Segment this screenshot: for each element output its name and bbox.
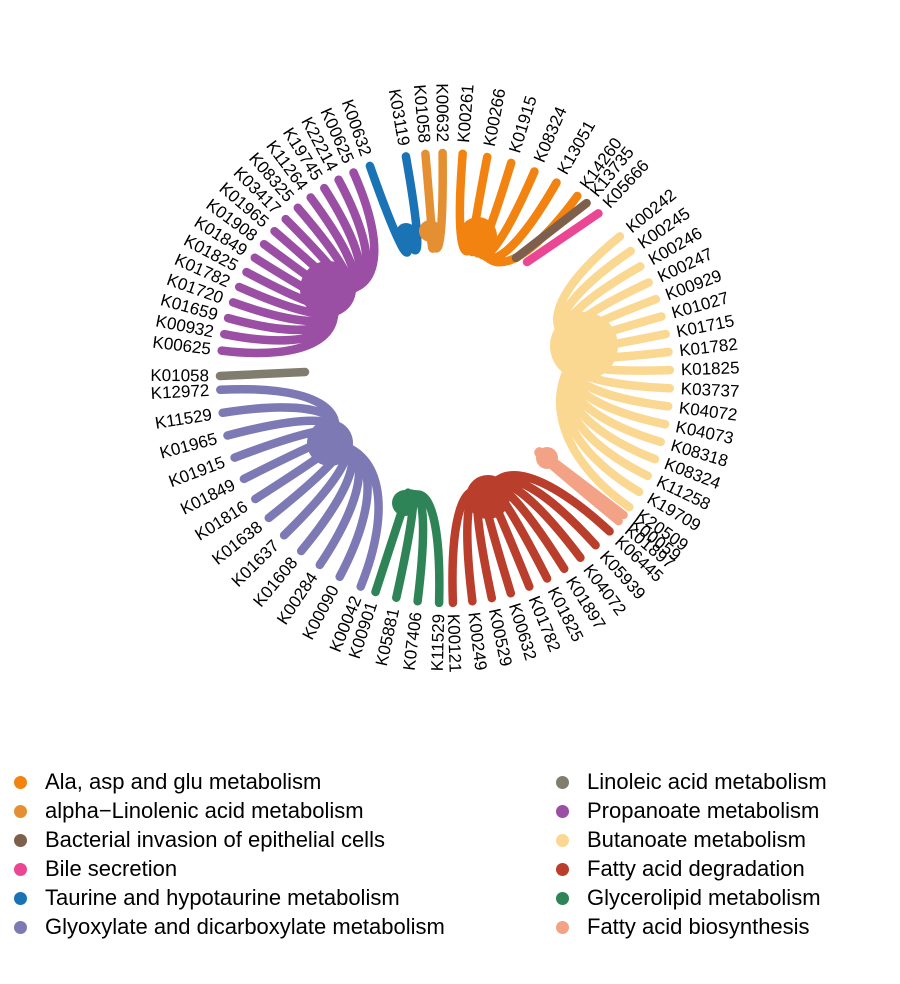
branch-group	[522, 209, 603, 267]
legend-dot-icon	[556, 862, 569, 876]
legend-label: alpha−Linolenic acid metabolism	[45, 798, 364, 823]
root-node-dot	[300, 261, 356, 317]
branch-group	[365, 152, 422, 257]
legend-label: Linoleic acid metabolism	[587, 769, 827, 794]
root-node-dot	[392, 490, 418, 516]
root-node-dot	[466, 475, 510, 519]
leaf-label: K11529	[154, 405, 214, 433]
legend-item: Propanoate metabolism	[556, 797, 819, 825]
legend-dot-icon	[556, 891, 569, 905]
legend-dot-icon	[556, 833, 569, 847]
legend-dot-icon	[556, 775, 569, 789]
leaf-label: K00121	[444, 614, 465, 673]
legend-item: Bile secretion	[14, 855, 177, 883]
branch-group	[216, 384, 383, 591]
root-node-dot	[307, 420, 353, 466]
legend-item: Bacterial invasion of epithelial cells	[14, 826, 385, 854]
root-dots	[300, 217, 618, 519]
legend-dot-icon	[556, 804, 569, 818]
branches	[215, 148, 675, 608]
leaf-label: K07406	[400, 611, 426, 672]
branch-group	[511, 198, 591, 263]
legend-dot-icon	[556, 920, 569, 934]
legend: Ala, asp and glu metabolism alpha−Linolen…	[0, 760, 900, 984]
legend-dot-icon	[14, 862, 27, 876]
legend-dot-icon	[14, 891, 27, 905]
legend-label: Bile secretion	[45, 856, 178, 881]
legend-label: Glycerolipid metabolism	[587, 885, 821, 910]
legend-item: Glycerolipid metabolism	[556, 884, 821, 912]
legend-item: Fatty acid biosynthesis	[556, 913, 810, 941]
root-node-dot	[536, 447, 558, 469]
legend-label: Bacterial invasion of epithelial cells	[45, 827, 385, 852]
legend-item: Fatty acid degradation	[556, 855, 805, 883]
leaf-label: K00249	[464, 611, 490, 672]
legend-item: Linoleic acid metabolism	[556, 768, 827, 796]
legend-item: Butanoate metabolism	[556, 826, 806, 854]
legend-dot-icon	[14, 775, 27, 789]
legend-item: Glyoxylate and dicarboxylate metabolism	[14, 913, 445, 941]
branch-line	[215, 367, 310, 381]
branch-group	[215, 367, 310, 381]
branch-line	[425, 148, 447, 253]
leaf-label: K01058	[150, 366, 209, 386]
root-node-dot	[550, 312, 618, 380]
leaf-label: K01825	[681, 358, 740, 379]
root-node-dot	[419, 220, 441, 242]
legend-dot-icon	[14, 804, 27, 818]
legend-label: Glyoxylate and dicarboxylate metabolism	[45, 914, 445, 939]
legend-item: Taurine and hypotaurine metabolism	[14, 884, 400, 912]
root-node-dot	[396, 223, 416, 243]
leaf-label: K00266	[480, 87, 510, 148]
legend-label: Taurine and hypotaurine metabolism	[45, 885, 400, 910]
legend-label: Fatty acid degradation	[587, 856, 805, 881]
legend-label: Butanoate metabolism	[587, 827, 806, 852]
legend-label: Ala, asp and glu metabolism	[45, 769, 322, 794]
legend-label: Propanoate metabolism	[587, 798, 820, 823]
circular-dendrogram: K00261 K00266K01915K08324K13051K14260K010…	[150, 83, 740, 673]
leaf-label: K00632	[432, 83, 452, 142]
branch-line	[511, 198, 591, 263]
leaf-label: K01058	[410, 84, 434, 144]
legend-label: Fatty acid biosynthesis	[587, 914, 810, 939]
leaf-label: K03119	[385, 87, 414, 147]
leaf-label: K11529	[428, 614, 448, 672]
legend-dot-icon	[14, 920, 27, 934]
leaf-label: K03737	[680, 379, 739, 401]
legend-item: Ala, asp and glu metabolism	[14, 768, 321, 796]
branch-line	[522, 209, 603, 267]
leaf-label: K12972	[150, 381, 210, 403]
branch-line	[401, 152, 422, 255]
leaf-label: K00261	[454, 84, 478, 144]
legend-item: alpha−Linolenic acid metabolism	[14, 797, 364, 825]
legend-dot-icon	[14, 833, 27, 847]
root-node-dot	[459, 217, 497, 255]
